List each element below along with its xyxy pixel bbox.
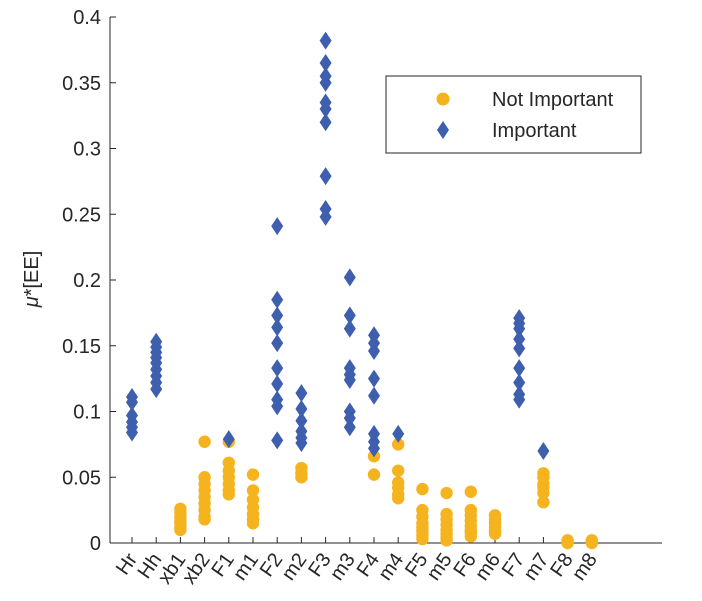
y-tick-label: 0.25: [62, 204, 101, 226]
point-important-m2: [295, 411, 308, 430]
y-tick-label: 0.1: [73, 402, 101, 424]
point-important-f4: [368, 342, 380, 361]
point-important-m2: [295, 399, 308, 418]
point-not-important-m8: [585, 536, 598, 550]
point-not-important-f6: [464, 485, 477, 498]
point-important-f2: [271, 334, 284, 353]
y-tick-label: 0.3: [73, 139, 101, 161]
point-not-important-xb1: [174, 523, 187, 537]
legend-marker-not-important: [436, 92, 450, 106]
point-important-f2: [271, 290, 284, 309]
point-not-important-m1: [246, 468, 260, 481]
point-important-f4: [368, 386, 380, 405]
point-not-important-m4: [392, 438, 405, 451]
point-not-important-m7: [537, 496, 550, 509]
point-important-f2: [271, 374, 284, 393]
point-important-hh: [150, 380, 163, 399]
point-not-important-m5: [440, 486, 453, 500]
point-important-f7: [513, 359, 526, 378]
series-important: [126, 31, 550, 460]
point-important-f7: [513, 339, 526, 358]
point-not-important-m4: [392, 464, 405, 477]
point-important-f2: [271, 318, 284, 337]
point-important-f3: [319, 113, 332, 132]
point-important-f7: [513, 390, 526, 409]
point-not-important-f5: [416, 532, 429, 546]
point-important-m3: [343, 418, 356, 437]
y-axis-label-text: μ*[EE]: [21, 251, 43, 309]
point-important-m3: [343, 319, 356, 338]
point-not-important-f1: [222, 488, 235, 501]
point-important-m3: [343, 370, 356, 389]
data-marks: [126, 31, 598, 550]
point-important-f2: [271, 306, 284, 325]
point-not-important-f8: [561, 536, 574, 550]
point-important-m3: [343, 409, 356, 428]
x-tick-label-m8: m8: [568, 549, 602, 584]
point-important-f4: [368, 369, 380, 388]
point-not-important-f5: [416, 482, 429, 496]
point-important-f3: [319, 100, 332, 119]
point-important-hr: [126, 423, 138, 442]
point-important-f7: [513, 330, 526, 349]
legend-box: [385, 75, 642, 154]
point-important-m3: [343, 268, 356, 287]
point-not-important-f6: [464, 530, 477, 543]
point-important-f7: [513, 373, 526, 392]
y-tick-label: 0: [90, 533, 101, 555]
y-axis-label-rest: *[EE]: [21, 251, 43, 297]
point-not-important-m4: [392, 492, 405, 505]
point-important-f2: [271, 359, 284, 378]
point-not-important-m5: [440, 534, 453, 547]
point-important-f3: [319, 207, 332, 226]
point-not-important-m2: [295, 471, 308, 484]
y-tick-label: 0.15: [62, 336, 101, 358]
legend: Not Important Important: [385, 75, 642, 154]
point-important-hr: [126, 393, 138, 412]
point-important-f2: [271, 217, 284, 236]
point-important-m7: [537, 441, 550, 460]
point-important-f3: [319, 54, 332, 73]
point-not-important-xb2: [198, 435, 211, 448]
point-important-f7: [513, 319, 526, 338]
point-important-m2: [295, 434, 308, 453]
legend-label-not-important: Not Important: [492, 89, 614, 111]
point-important-f3: [319, 73, 332, 92]
point-not-important-xb2: [198, 513, 211, 526]
point-important-f2: [271, 397, 284, 416]
point-not-important-m6: [488, 527, 502, 540]
point-important-f2: [271, 431, 284, 450]
y-tick-label: 0.4: [73, 7, 101, 29]
y-tick-label: 0.2: [73, 270, 101, 292]
point-important-f3: [319, 31, 332, 50]
legend-marker-important: [437, 121, 449, 139]
point-not-important-m7: [537, 486, 550, 500]
series-not-important: [174, 435, 598, 550]
y-axis-label: μ*[EE]: [21, 251, 43, 309]
point-not-important-f4: [367, 468, 381, 481]
y-axis-label-symbol: μ: [21, 296, 43, 308]
point-important-m2: [295, 384, 308, 403]
point-important-m3: [343, 306, 356, 325]
point-important-m4: [392, 424, 405, 443]
point-not-important-m1: [246, 484, 260, 497]
legend-label-important: Important: [492, 120, 577, 142]
point-important-f1: [222, 430, 235, 449]
y-tick-label: 0.35: [62, 73, 101, 95]
point-important-f3: [319, 167, 332, 186]
point-not-important-m1: [246, 517, 260, 530]
point-important-f4: [368, 439, 380, 458]
y-tick-label: 0.05: [62, 467, 101, 489]
